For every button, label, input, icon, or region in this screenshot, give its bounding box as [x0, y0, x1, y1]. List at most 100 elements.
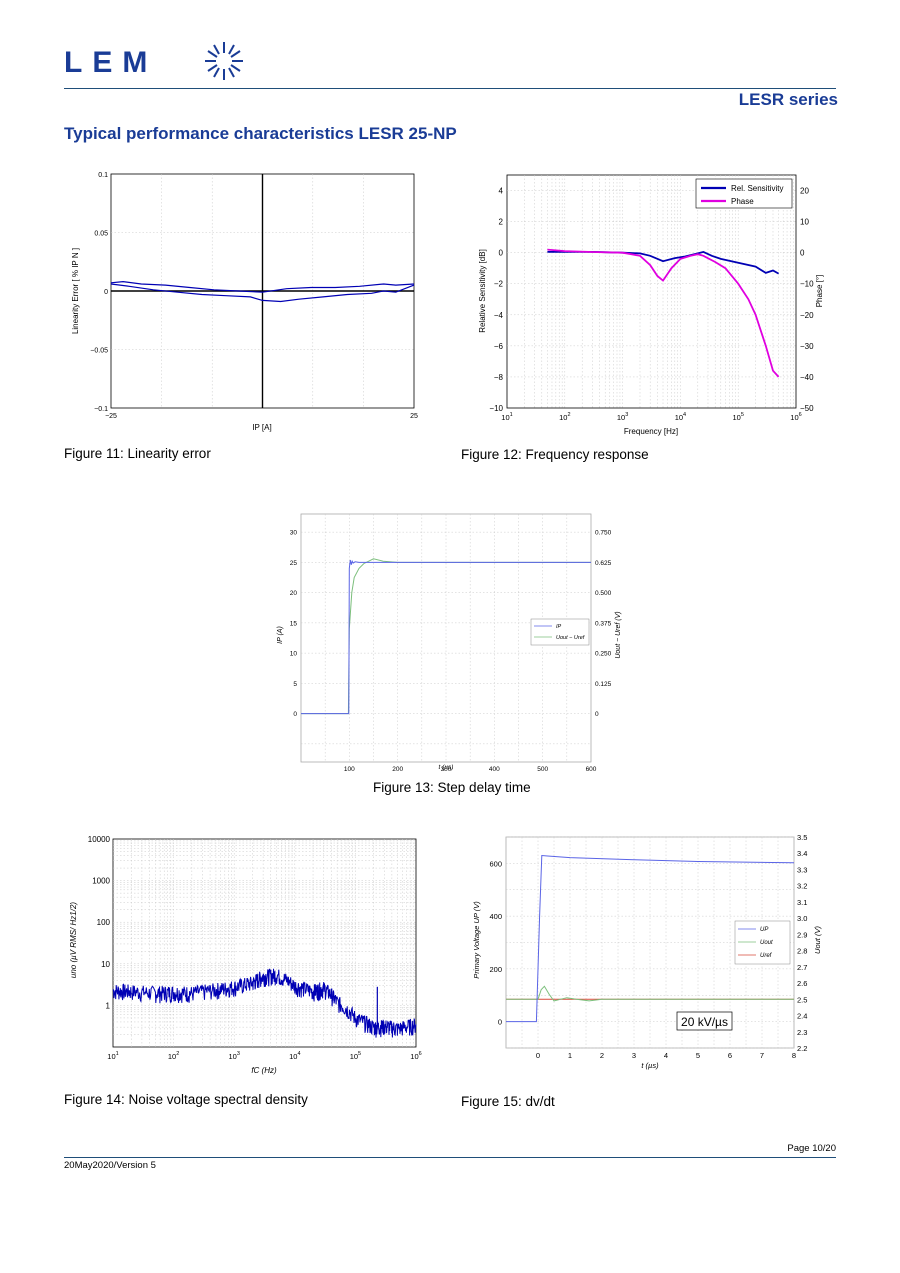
fig13-legend: IP Uout − Uref [530, 618, 590, 646]
fig15-xtick: 0 [536, 1051, 540, 1060]
fig12-xtick: 106 [790, 412, 801, 422]
fig15-ytick: 0 [498, 1018, 502, 1027]
fig14-ylabel: uno (µV RMS/ Hz1/2) [69, 902, 78, 979]
fig15-xtick: 1 [568, 1051, 572, 1060]
figure-15-caption: Figure 15: dv/dt [461, 1094, 555, 1109]
fig15-xtick: 8 [792, 1051, 796, 1060]
fig15-y2tick: 3.1 [797, 898, 807, 907]
figure-12-caption: Figure 12: Frequency response [461, 447, 649, 462]
fig11-series-line-1 [110, 283, 415, 303]
fig12-ytick: −4 [494, 311, 504, 320]
fig12-legend: Rel. Sensitivity Phase [695, 178, 793, 209]
fig13-ytick: 5 [293, 681, 297, 688]
fig12-ytick: 4 [499, 187, 504, 196]
lem-burst-icon [205, 42, 243, 80]
fig15-xtick: 6 [728, 1051, 732, 1060]
fig14-ytick: 1 [106, 1001, 111, 1010]
figure-13-caption: Figure 13: Step delay time [373, 780, 531, 795]
fig11-ytick: −0.1 [94, 406, 108, 413]
fig14-xtick: 104 [289, 1051, 300, 1061]
fig12-y2tick: −20 [800, 311, 814, 320]
fig13-ylabel: IP (A) [277, 626, 284, 644]
fig11-ytick: −0.05 [90, 348, 108, 355]
fig15-y2tick: 2.6 [797, 979, 807, 988]
fig11-xlabel: IP [A] [252, 423, 271, 432]
fig15-y2tick: 3.2 [797, 882, 807, 891]
fig14-xtick: 103 [228, 1051, 239, 1061]
fig12-xtick: 104 [675, 412, 686, 422]
fig12-y2label: Phase [°] [815, 275, 824, 308]
fig12-ytick: −8 [494, 373, 504, 382]
fig14-xtick: 102 [168, 1051, 179, 1061]
fig12-ytick: −10 [489, 404, 503, 413]
fig15-y2tick: 2.5 [797, 995, 807, 1004]
fig13-xtick: 300 [441, 766, 452, 773]
fig11-ytick: 0.05 [94, 231, 108, 238]
fig15-up-line [506, 854, 795, 1023]
page-title: Typical performance characteristics LESR… [64, 124, 457, 143]
fig14-ytick: 1000 [92, 877, 110, 886]
fig11-ytick: 0.1 [98, 172, 108, 179]
fig15-uout-line [506, 985, 794, 1002]
fig13-ytick: 10 [290, 651, 298, 658]
footer-rule [64, 1157, 836, 1158]
fig13-ytick: 25 [290, 560, 298, 567]
fig13-y2tick: 0.250 [595, 651, 612, 658]
fig15-ytick: 200 [489, 965, 502, 974]
fig12-xlabel: Frequency [Hz] [624, 427, 678, 436]
fig13-ytick: 30 [290, 530, 298, 537]
fig15-y2tick: 2.3 [797, 1028, 807, 1037]
fig15-xtick: 5 [696, 1051, 700, 1060]
fig13-legend-uout: Uout − Uref [556, 635, 585, 641]
fig12-phase-line [547, 248, 780, 378]
fig12-ytick: −2 [494, 280, 504, 289]
fig15-xtick: 7 [760, 1051, 764, 1060]
fig13-xtick: 500 [537, 766, 548, 773]
fig12-xtick: 101 [501, 412, 512, 422]
fig13-y2tick: 0.125 [595, 681, 612, 688]
fig14-ytick: 10 [101, 960, 110, 969]
fig15-xtick: 2 [600, 1051, 604, 1060]
figure-14-caption: Figure 14: Noise voltage spectral densit… [64, 1092, 308, 1107]
fig13-xlabel: t (µs) [439, 764, 454, 771]
lem-wordmark: LEM [64, 46, 157, 79]
figure-15-dvdt-chart: 600 400 200 0 3.5 3.4 3.3 3.2 3.1 3.0 2.9 2.8 2.7 2.6… [472, 833, 822, 1070]
fig15-y2tick: 2.7 [797, 963, 807, 972]
fig12-y2tick: −40 [800, 373, 814, 382]
fig13-y2tick: 0.750 [595, 530, 612, 537]
fig11-series-line-0 [110, 280, 415, 293]
header-rule [64, 88, 836, 89]
fig15-legend-up: UP [760, 927, 768, 933]
version-label: 20May2020/Version 5 [64, 1160, 156, 1171]
fig12-y2tick: 10 [800, 218, 809, 227]
fig11-xtick: −25 [105, 413, 117, 420]
fig15-y2label: Uout (V) [813, 926, 822, 954]
fig12-xtick: 103 [617, 412, 628, 422]
fig15-xtick: 4 [664, 1051, 668, 1060]
fig12-y2tick: 20 [800, 187, 809, 196]
fig11-xtick: 25 [410, 413, 418, 420]
fig13-ytick: 15 [290, 620, 298, 627]
fig13-xtick: 600 [586, 766, 597, 773]
fig13-y2tick: 0.500 [595, 590, 612, 597]
fig14-xtick: 101 [107, 1051, 118, 1061]
fig12-y2tick: −10 [800, 280, 814, 289]
fig13-xtick: 400 [489, 766, 500, 773]
lem-logo: LEM [64, 42, 243, 80]
fig12-xtick: 105 [732, 412, 743, 422]
fig13-ytick: 20 [290, 590, 298, 597]
fig13-legend-ip: IP [556, 624, 562, 630]
fig12-legend-sensitivity: Rel. Sensitivity [731, 184, 783, 193]
logo-text: LEM [64, 46, 157, 79]
fig12-ytick: −6 [494, 342, 504, 351]
fig12-ytick: 2 [499, 218, 504, 227]
fig12-y2tick: −30 [800, 342, 814, 351]
fig12-ytick: 0 [499, 249, 504, 258]
fig12-legend-phase: Phase [731, 197, 754, 206]
series-label: LESR series [738, 90, 838, 109]
fig15-y2tick: 2.8 [797, 947, 807, 956]
fig13-ytick: 0 [293, 711, 297, 718]
fig15-ylabel: Primary Voltage UP (V) [472, 901, 481, 979]
